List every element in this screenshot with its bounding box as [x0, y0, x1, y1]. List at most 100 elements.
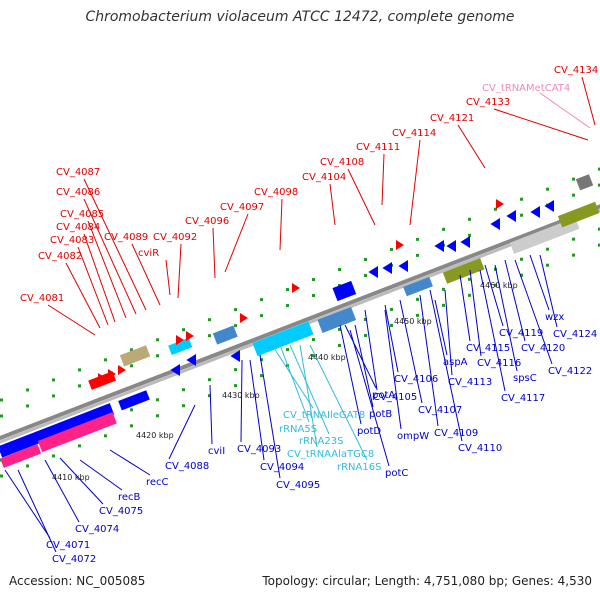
label-leader-line — [399, 299, 423, 404]
rna-label: rRNA5S — [279, 424, 317, 435]
gene-label: CV_4074 — [75, 524, 119, 535]
tick-dot — [364, 273, 367, 277]
forward-gene-arrow — [98, 373, 106, 383]
gene-label: CV_4117 — [501, 393, 545, 404]
reverse-gene-arrow — [506, 210, 516, 222]
label-leader-line — [309, 344, 368, 461]
gene-label: CV_4113 — [448, 377, 492, 388]
reverse-gene-arrow — [490, 218, 500, 230]
label-leader-line — [240, 359, 243, 443]
gene-label: CV_4084 — [56, 222, 100, 233]
trna-label: CV_tRNAMetCAT4 — [482, 83, 570, 94]
tick-dot — [364, 333, 367, 337]
gene-label: potA — [372, 390, 395, 401]
label-leader-line — [177, 243, 182, 299]
tick-dot — [286, 304, 289, 308]
genome-summary-text: Topology: circular; Length: 4,751,080 bp… — [262, 574, 592, 588]
tick-dot — [494, 207, 497, 211]
forward-gene-arrow — [496, 199, 504, 209]
label-leader-line — [131, 243, 161, 306]
tick-dot — [572, 237, 575, 241]
rna-label: CV_tRNAAlaTGC8 — [287, 449, 374, 460]
reverse-gene-block — [317, 306, 357, 333]
label-leader-line — [87, 220, 127, 319]
label-leader-line — [459, 274, 471, 342]
label-leader-line — [419, 294, 439, 427]
forward-gene-arrow — [240, 313, 248, 323]
label-leader-line — [384, 304, 399, 373]
reverse-gene-block — [118, 390, 150, 411]
tick-dot — [26, 464, 29, 468]
tick-dot — [52, 394, 55, 398]
tick-dot — [0, 474, 3, 478]
label-leader-line — [434, 299, 448, 356]
label-leader-line — [77, 246, 109, 326]
accession-text: Accession: NC_005085 — [9, 574, 146, 588]
reverse-gene-arrow — [230, 350, 240, 362]
tick-dot — [208, 334, 211, 338]
reverse-gene-arrow — [530, 206, 540, 218]
tick-dot — [260, 298, 263, 302]
gene-label: CV_4096 — [185, 216, 229, 227]
gene-label: cviI — [208, 446, 225, 457]
label-leader-line — [347, 168, 376, 226]
tick-dot — [156, 414, 159, 418]
tick-dot — [416, 237, 419, 241]
label-leader-line — [271, 344, 314, 409]
label-leader-line — [344, 324, 377, 389]
gene-label: recB — [118, 492, 141, 503]
tick-dot — [494, 283, 497, 287]
label-leader-line — [484, 264, 504, 327]
tick-dot — [156, 398, 159, 402]
gene-label: CV_4081 — [20, 293, 64, 304]
reverse-gene-block — [37, 412, 117, 453]
gene-label: CV_4108 — [320, 157, 364, 168]
reverse-gene-block — [0, 444, 42, 468]
tick-dot — [338, 267, 341, 271]
tick-dot — [260, 314, 263, 318]
label-leader-line — [109, 449, 151, 476]
gene-label: CV_4088 — [165, 461, 209, 472]
rna-label: rRNA23S — [299, 436, 343, 447]
label-leader-line — [44, 459, 80, 523]
label-leader-line — [581, 76, 596, 126]
label-leader-line — [384, 309, 402, 430]
tick-dot — [104, 358, 107, 362]
label-leader-line — [539, 254, 558, 328]
gene-label: recC — [146, 477, 169, 488]
label-leader-line — [209, 384, 213, 445]
reverse-gene-arrow — [434, 240, 444, 252]
tick-dot — [234, 384, 237, 388]
gene-label: CV_4092 — [153, 232, 197, 243]
reverse-gene-block — [557, 201, 600, 228]
forward-gene-block — [575, 174, 594, 191]
reverse-gene-arrow — [186, 354, 196, 366]
tick-dot — [26, 388, 29, 392]
tick-dot — [364, 317, 367, 321]
gene-label: cviR — [138, 248, 159, 259]
tick-dot — [182, 404, 185, 408]
gene-label: CV_4097 — [220, 202, 264, 213]
reverse-gene-arrow — [368, 266, 378, 278]
reverse-gene-arrow — [446, 240, 456, 252]
label-leader-line — [212, 227, 216, 279]
tick-label: 4410 kbp — [52, 473, 90, 482]
tick-dot — [598, 227, 600, 231]
rna-label: CV_tRNAIleGAT8 — [283, 410, 365, 421]
gene-label: CV_4121 — [430, 113, 474, 124]
tick-dot — [442, 303, 445, 307]
forward-gene-block — [168, 337, 193, 356]
gene-label: CV_4072 — [52, 554, 96, 565]
gene-label: potC — [385, 468, 408, 479]
label-leader-line — [514, 259, 553, 365]
label-leader-line — [539, 92, 591, 129]
gene-label: CV_4115 — [466, 343, 510, 354]
tick-dot — [468, 293, 471, 297]
label-leader-line — [469, 269, 482, 357]
forward-gene-arrow — [118, 365, 126, 375]
gene-label: CV_4105 — [373, 392, 417, 403]
label-leader-line — [279, 344, 310, 423]
tick-dot — [26, 404, 29, 408]
label-leader-line — [299, 344, 318, 448]
tick-label: 4430 kbp — [222, 391, 260, 400]
